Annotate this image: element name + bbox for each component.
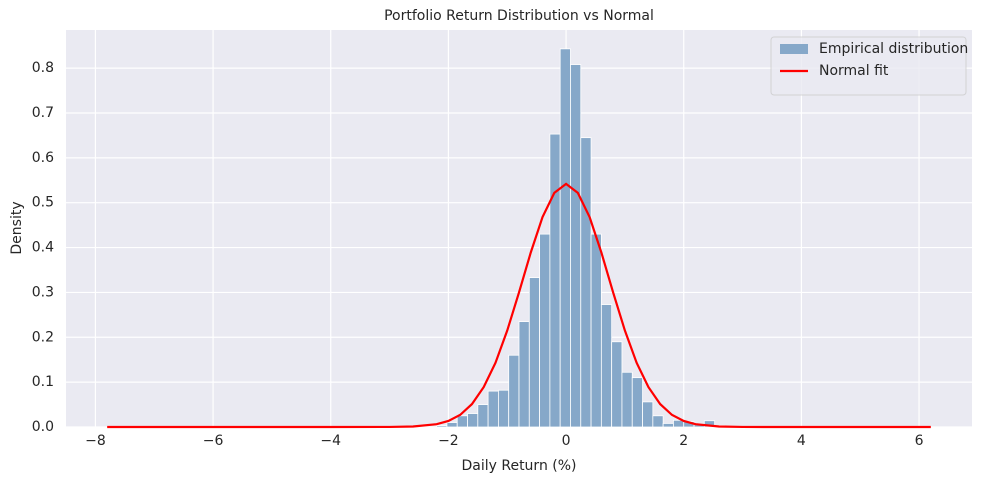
histogram-bar: [487, 390, 499, 428]
y-tick-label: 0.3: [32, 284, 54, 300]
histogram-bar: [446, 422, 458, 428]
histogram-bar: [539, 233, 551, 428]
x-tick-label: 4: [797, 433, 806, 449]
histogram-bar: [631, 377, 643, 428]
histogram-bar: [590, 233, 602, 428]
histogram-bar: [498, 389, 510, 428]
histogram-bar: [528, 277, 540, 428]
x-tick-label: 6: [915, 433, 924, 449]
histogram-bar: [611, 341, 623, 428]
legend-swatch: [780, 44, 808, 54]
histogram-bar: [508, 354, 520, 428]
histogram-bar: [600, 304, 613, 428]
histogram-bar: [570, 64, 582, 428]
histogram-bar: [642, 401, 654, 428]
histogram-bar: [559, 48, 571, 428]
y-tick-label: 0.7: [32, 105, 54, 121]
histogram-bar: [662, 423, 674, 428]
y-axis-label: Density: [9, 201, 25, 254]
x-tick-label: −8: [85, 433, 106, 449]
histogram-bar: [580, 137, 592, 428]
x-tick-label: −4: [320, 433, 341, 449]
histogram-bar: [436, 425, 448, 428]
chart-title: Portfolio Return Distribution vs Normal: [384, 8, 654, 24]
histogram-bar: [467, 413, 479, 428]
x-axis-label: Daily Return (%): [461, 458, 576, 474]
legend: Empirical distribution Normal fit: [770, 36, 968, 96]
legend-label: Normal fit: [819, 63, 889, 79]
histogram-bar: [621, 371, 633, 428]
histogram-bar: [518, 321, 530, 428]
y-tick-label: 0.2: [32, 329, 54, 345]
y-tick-label: 0.5: [32, 195, 54, 211]
line: [107, 182, 931, 429]
y-tick-label: 0.0: [32, 419, 54, 435]
y-tick-label: 0.8: [32, 60, 54, 76]
histogram-bar: [549, 133, 561, 428]
histogram-bar: [477, 404, 489, 428]
x-tick-label: −2: [438, 433, 459, 449]
legend-label: Empirical distribution: [819, 41, 968, 57]
legend-box: [770, 36, 967, 96]
y-tick-label: 0.6: [32, 150, 54, 166]
histogram-bar: [456, 415, 468, 428]
x-tick-label: 2: [679, 433, 688, 449]
y-tick-label: 0.4: [32, 240, 54, 256]
x-tick-label: 0: [562, 433, 571, 449]
histogram-bar: [703, 420, 716, 428]
x-tick-label: −6: [203, 433, 224, 449]
histogram-bar: [652, 415, 664, 428]
y-tick-label: 0.1: [32, 374, 54, 390]
